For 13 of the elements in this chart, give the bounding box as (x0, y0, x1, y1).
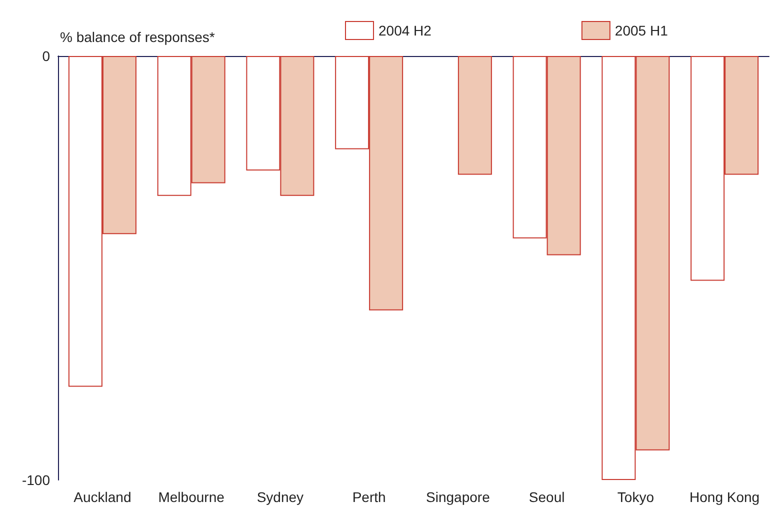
legend-label: 2005 H1 (614, 22, 668, 38)
x-tick-label: Seoul (528, 489, 565, 505)
y-axis-title: % balance of responses* (60, 29, 216, 45)
x-tick-label: Auckland (74, 489, 132, 505)
x-tick-label: Perth (352, 489, 386, 505)
y-tick-label: -100 (22, 472, 50, 488)
y-tick-label: 0 (42, 48, 50, 64)
x-tick-label: Melbourne (158, 489, 225, 505)
x-tick-label: Singapore (426, 489, 490, 505)
x-tick-label: Sydney (256, 489, 304, 505)
x-tick-label: Hong Kong (690, 489, 760, 505)
x-tick-label: Tokyo (617, 489, 654, 505)
legend-label: 2004 H2 (378, 22, 432, 38)
